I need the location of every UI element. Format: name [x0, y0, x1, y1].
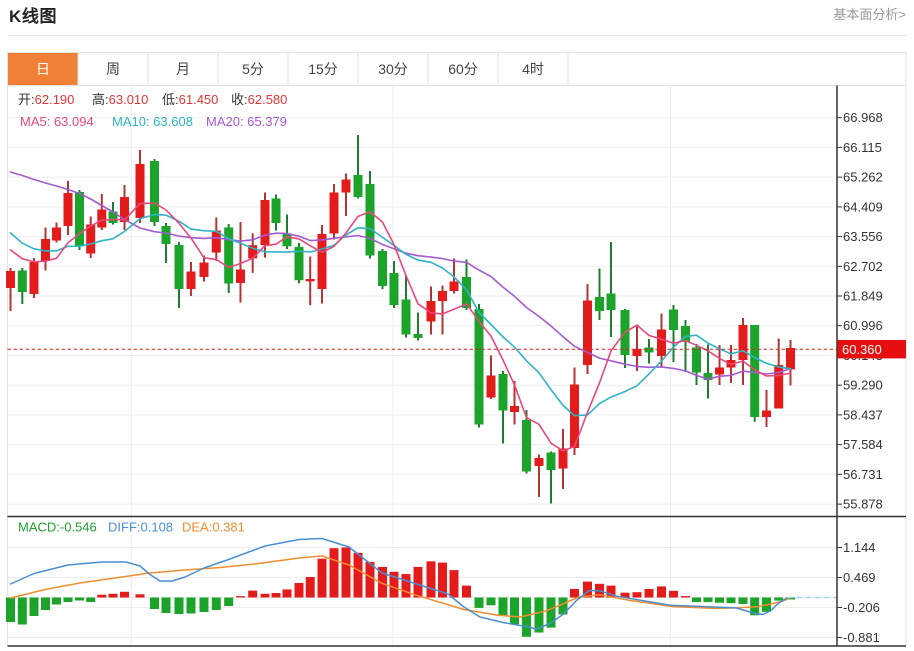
svg-text:66.968: 66.968 [843, 110, 883, 125]
svg-text:57.584: 57.584 [843, 437, 883, 452]
svg-text:日: 日 [36, 61, 50, 77]
svg-text:5分: 5分 [242, 61, 264, 77]
svg-text:K线图: K线图 [9, 6, 57, 26]
svg-text:66.115: 66.115 [843, 140, 882, 155]
svg-text:60分: 60分 [448, 61, 478, 77]
svg-text:64.409: 64.409 [843, 199, 883, 214]
svg-text:60.360: 60.360 [842, 342, 882, 357]
svg-text:65.262: 65.262 [843, 170, 883, 185]
svg-text:62.702: 62.702 [843, 259, 883, 274]
svg-text:周: 周 [106, 61, 120, 77]
svg-text:-0.206: -0.206 [843, 600, 880, 615]
svg-text:月: 月 [176, 61, 190, 77]
svg-text:60.996: 60.996 [843, 318, 883, 333]
svg-text:58.437: 58.437 [843, 407, 883, 422]
svg-text:63.556: 63.556 [843, 229, 883, 244]
svg-text:0.469: 0.469 [843, 570, 876, 585]
svg-text:15分: 15分 [308, 61, 338, 77]
svg-text:基本面分析>: 基本面分析> [833, 7, 906, 22]
svg-text:-0.881: -0.881 [843, 630, 880, 645]
svg-text:55.878: 55.878 [843, 497, 883, 512]
svg-text:4时: 4时 [522, 61, 544, 77]
svg-text:59.290: 59.290 [843, 378, 883, 393]
svg-text:1.144: 1.144 [843, 540, 876, 555]
svg-text:61.849: 61.849 [843, 289, 883, 304]
svg-text:56.731: 56.731 [843, 467, 883, 482]
svg-text:30分: 30分 [378, 61, 408, 77]
